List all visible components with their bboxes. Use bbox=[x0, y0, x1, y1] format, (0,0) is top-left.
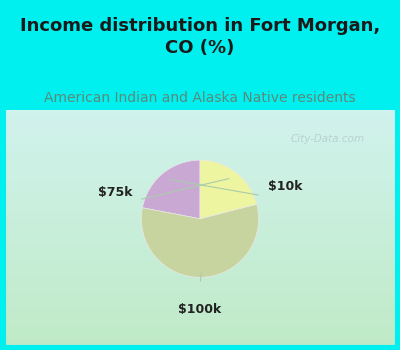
Text: City-Data.com: City-Data.com bbox=[291, 134, 365, 144]
Wedge shape bbox=[200, 160, 257, 219]
Text: $100k: $100k bbox=[178, 303, 222, 316]
Text: American Indian and Alaska Native residents: American Indian and Alaska Native reside… bbox=[44, 91, 356, 105]
Wedge shape bbox=[142, 160, 200, 219]
Text: $10k: $10k bbox=[268, 180, 302, 193]
Text: Income distribution in Fort Morgan,
CO (%): Income distribution in Fort Morgan, CO (… bbox=[20, 16, 380, 57]
Text: $75k: $75k bbox=[98, 186, 132, 199]
Wedge shape bbox=[141, 204, 259, 277]
